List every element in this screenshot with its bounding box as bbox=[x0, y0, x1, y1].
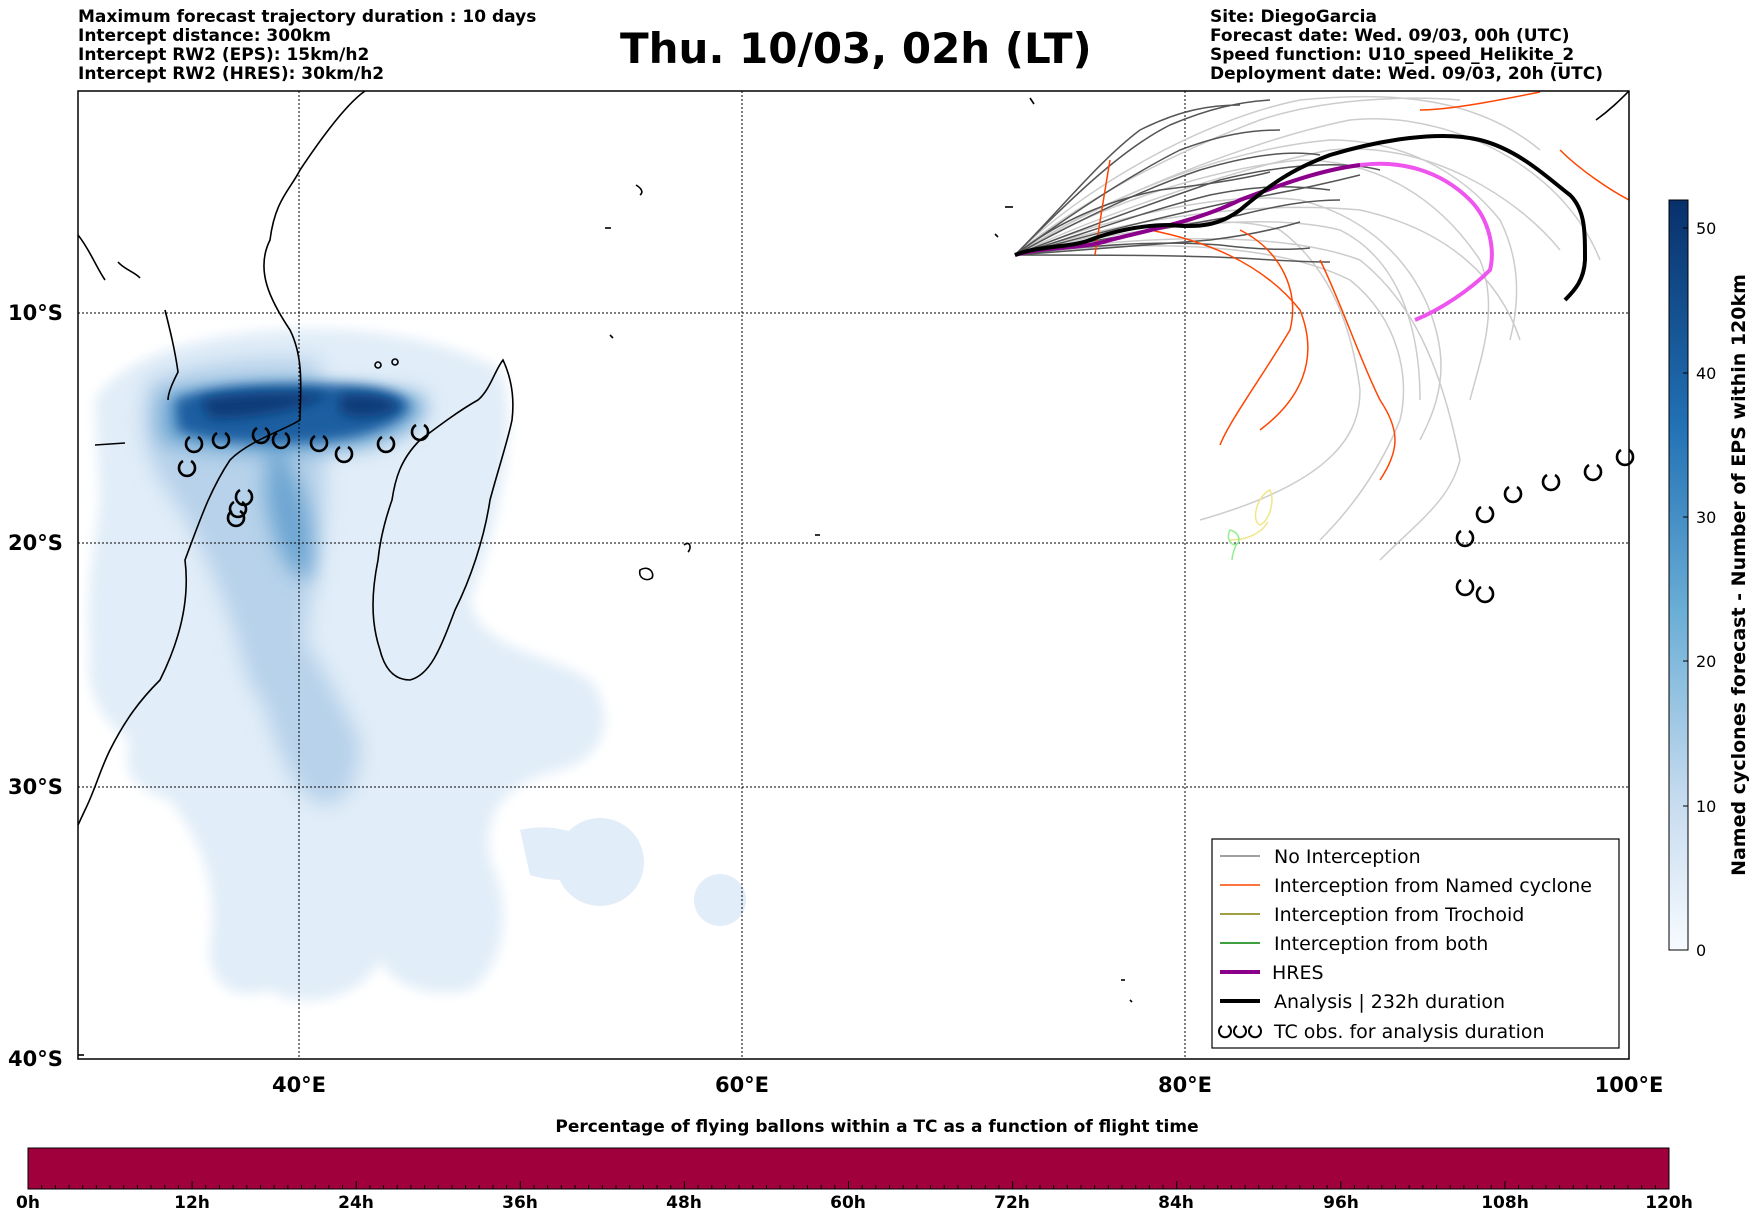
tc-obs-symbol bbox=[177, 459, 197, 478]
flight-tick-36h: 36h bbox=[502, 1193, 538, 1213]
flight-tick-24h: 24h bbox=[338, 1193, 374, 1213]
tc-obs-symbol bbox=[334, 445, 354, 464]
colorbar-tick-0: 0 bbox=[1696, 941, 1706, 960]
header-deployment-date: Deployment date: Wed. 09/03, 20h (UTC) bbox=[1210, 64, 1604, 84]
tc-symbol-group bbox=[177, 423, 1635, 604]
legend-item-trochoid: Interception from Trochoid bbox=[1220, 904, 1524, 926]
tc-obs-symbol bbox=[271, 431, 291, 450]
tc-obs-symbol bbox=[410, 423, 430, 442]
flight-tick-12h: 12h bbox=[174, 1193, 210, 1213]
named-cyclone-tracks bbox=[1094, 91, 1629, 481]
colorbar-tick-40: 40 bbox=[1696, 364, 1716, 383]
tc-observations bbox=[177, 423, 1635, 604]
legend-item-both: Interception from both bbox=[1220, 933, 1488, 955]
map-frame bbox=[77, 90, 1630, 1060]
flight-tick-72h: 72h bbox=[994, 1193, 1030, 1213]
header-duration: Maximum forecast trajectory duration : 1… bbox=[78, 7, 537, 27]
flight-tick-108h: 108h bbox=[1481, 1193, 1529, 1213]
tc-obs-symbol bbox=[1615, 448, 1635, 467]
tc-obs-symbol bbox=[1475, 505, 1495, 524]
lat-tick-10s: 10°S bbox=[8, 301, 63, 325]
flight-tick-48h: 48h bbox=[666, 1193, 702, 1213]
colorbar-tick-30: 30 bbox=[1696, 508, 1716, 527]
legend: No Interception Interception from Named … bbox=[1211, 838, 1620, 1049]
analysis-track bbox=[1014, 134, 1588, 302]
lat-tick-40s: 40°S bbox=[8, 1047, 63, 1071]
lon-tick-80e: 80°E bbox=[1158, 1073, 1212, 1097]
header-speed-function: Speed function: U10_speed_Helikite_2 bbox=[1210, 45, 1575, 65]
tc-obs-symbol bbox=[226, 509, 246, 528]
tc-obs-symbol bbox=[228, 500, 248, 519]
colorbar-gradient bbox=[1668, 199, 1689, 951]
gridlines bbox=[78, 91, 1629, 1059]
coastlines bbox=[78, 91, 1629, 1056]
lat-tick-30s: 30°S bbox=[8, 775, 63, 799]
legend-label: TC obs. for analysis duration bbox=[1273, 1021, 1545, 1043]
legend-label: HRES bbox=[1272, 962, 1324, 984]
flight-tick-0h: 0h bbox=[16, 1193, 40, 1213]
legend-label: Interception from both bbox=[1274, 933, 1488, 955]
flight-tick-84h: 84h bbox=[1158, 1193, 1194, 1213]
lon-tick-40e: 40°E bbox=[272, 1073, 326, 1097]
colorbar-tick-50: 50 bbox=[1696, 219, 1716, 238]
lon-tick-100e: 100°E bbox=[1595, 1073, 1664, 1097]
colorbar-tick-10: 10 bbox=[1696, 797, 1716, 816]
header-left: Maximum forecast trajectory duration : 1… bbox=[78, 8, 536, 84]
colorbar-tick-20: 20 bbox=[1696, 652, 1716, 671]
flight-time-title: Percentage of flying ballons within a TC… bbox=[555, 1117, 1199, 1137]
legend-box bbox=[1211, 838, 1620, 1049]
flight-tick-96h: 96h bbox=[1323, 1193, 1359, 1213]
tc-legend-icon bbox=[1218, 1025, 1262, 1039]
trochoid-tracks bbox=[1229, 489, 1273, 541]
header-site: Site: DiegoGarcia bbox=[1210, 7, 1377, 27]
tc-obs-symbol bbox=[184, 435, 204, 454]
header-intercept-eps: Intercept RW2 (EPS): 15km/h2 bbox=[78, 45, 370, 65]
tc-obs-symbol bbox=[1541, 473, 1561, 492]
no-interception-dark-tracks bbox=[1014, 99, 1381, 263]
header-intercept-distance: Intercept distance: 300km bbox=[78, 26, 331, 46]
tc-obs-symbol bbox=[251, 426, 271, 445]
flight-tick-60h: 60h bbox=[830, 1193, 866, 1213]
legend-item-tc-obs: TC obs. for analysis duration bbox=[1218, 1021, 1545, 1043]
flight-time-bar bbox=[27, 1147, 1670, 1190]
header-right: Site: DiegoGarcia Forecast date: Wed. 09… bbox=[1210, 8, 1603, 84]
legend-label: Analysis | 232h duration bbox=[1274, 991, 1505, 1013]
flight-tick-120h: 120h bbox=[1645, 1193, 1693, 1213]
legend-item-no-interception: No Interception bbox=[1220, 846, 1421, 868]
legend-item-hres: HRES bbox=[1220, 962, 1324, 984]
tc-obs-symbol bbox=[1475, 585, 1495, 604]
legend-item-analysis: Analysis | 232h duration bbox=[1220, 991, 1505, 1013]
tc-obs-symbol bbox=[1455, 529, 1475, 548]
lat-ticks: 10°S 20°S 30°S 40°S bbox=[8, 301, 63, 1071]
colorbar-label: Named cyclones forecast - Number of EPS … bbox=[1728, 274, 1750, 876]
density-colorbar: 0 10 20 30 40 50 Named cyclones forecast… bbox=[1668, 199, 1750, 960]
header-forecast-date: Forecast date: Wed. 09/03, 00h (UTC) bbox=[1210, 26, 1570, 46]
lon-ticks: 40°E 60°E 80°E 100°E bbox=[272, 1073, 1663, 1097]
eps-density-field bbox=[88, 329, 746, 1000]
tc-obs-symbol bbox=[1455, 578, 1475, 597]
tc-obs-symbol bbox=[309, 434, 329, 453]
tc-obs-symbol bbox=[1583, 463, 1603, 482]
legend-label: Interception from Named cyclone bbox=[1274, 875, 1592, 897]
legend-label: No Interception bbox=[1274, 846, 1421, 868]
ensemble-trajectories bbox=[1014, 91, 1629, 561]
header-intercept-hres: Intercept RW2 (HRES): 30km/h2 bbox=[78, 64, 385, 84]
legend-label: Interception from Trochoid bbox=[1274, 904, 1524, 926]
hres-track-early bbox=[1014, 163, 1361, 257]
tc-obs-symbol bbox=[1503, 485, 1523, 504]
tc-obs-symbol bbox=[211, 431, 231, 450]
lon-tick-60e: 60°E bbox=[715, 1073, 769, 1097]
both-interception-tracks bbox=[1227, 529, 1240, 561]
lat-tick-20s: 20°S bbox=[8, 531, 63, 555]
main-title: Thu. 10/03, 02h (LT) bbox=[620, 24, 1092, 73]
legend-item-named-cyclone: Interception from Named cyclone bbox=[1220, 875, 1592, 897]
tc-obs-symbol bbox=[376, 435, 396, 454]
